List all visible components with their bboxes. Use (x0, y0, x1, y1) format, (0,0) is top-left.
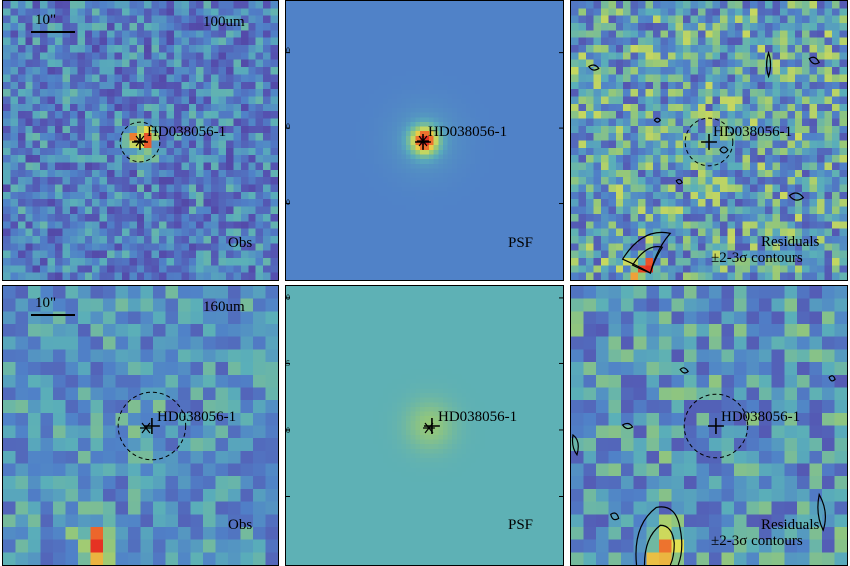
source-star-marker (423, 422, 435, 434)
psf-tick-20: 20 (286, 122, 290, 131)
panel-residual-100um: HD038056-1 Residuals ±2-3σ contours (570, 0, 848, 281)
source-label: HD038056-1 (721, 409, 801, 425)
panel-residual-160um: HD038056-1 Residuals ±2-3σ contours (570, 285, 848, 566)
psf-tick-20: 20 (286, 293, 290, 302)
source-label: HD038056-1 (147, 124, 227, 140)
source-cross-marker (143, 418, 160, 434)
panel-psf-160um: 20 15 10 5 HD038056-1 PSF (285, 285, 564, 566)
source-cross-marker (132, 134, 148, 150)
psf-tick-10: 10 (286, 426, 290, 435)
source-cross-marker (701, 134, 717, 150)
residual-160um-overlay (571, 367, 836, 565)
source-label: HD038056-1 (157, 409, 237, 425)
residuals-label: Residuals (761, 517, 820, 533)
psf-tick-10: 10 (286, 198, 290, 207)
residual-100um-overlay (588, 50, 820, 274)
aperture-circle (117, 391, 187, 461)
obs-100um-overlay (119, 121, 161, 163)
panel-obs-160um: 10" 160um HD038056-1 Obs (2, 285, 279, 566)
psf-160um-overlay (286, 297, 563, 497)
scale-line (31, 31, 75, 33)
panel-psf-100um: 30 20 10 HD038056-1 PSF (285, 0, 564, 281)
source-label: HD038056-1 (713, 124, 793, 140)
psf-tick-5: 5 (285, 494, 286, 502)
obs-label: Obs (228, 517, 253, 533)
contours-label: ±2-3σ contours (711, 250, 803, 266)
scale-label: 10" (35, 295, 57, 311)
residual-contours (588, 50, 820, 274)
source-star-marker (134, 135, 146, 147)
scale-label: 10" (35, 12, 57, 28)
psf-axis-ticks (286, 52, 563, 205)
source-label: HD038056-1 (438, 409, 518, 425)
psf-label: PSF (508, 517, 534, 533)
source-star-marker (417, 135, 429, 147)
scale-bar: 10" (31, 11, 81, 33)
aperture-circle (683, 393, 749, 459)
scale-bar: 10" (31, 294, 81, 316)
psf-axis-ticks (286, 297, 563, 497)
psf-tick-15: 15 (286, 359, 290, 368)
aperture-circle (684, 117, 734, 167)
psf-tick-30: 30 (286, 46, 290, 55)
residuals-label: Residuals (761, 234, 820, 250)
psf-label: PSF (508, 235, 534, 251)
band-label: 100um (203, 14, 245, 30)
contours-label: ±2-3σ contours (711, 533, 803, 549)
source-cross-marker (415, 134, 431, 150)
source-label: HD038056-1 (428, 124, 508, 140)
residual-contours (571, 367, 836, 565)
source-star-marker (140, 422, 152, 434)
psf-100um-overlay (286, 52, 563, 205)
scale-line (31, 314, 75, 316)
panel-obs-100um: 10" 100um HD038056-1 Obs (2, 0, 279, 281)
aperture-circle (119, 121, 161, 163)
obs-160um-image (3, 286, 278, 565)
source-cross-marker (708, 418, 724, 434)
band-label: 160um (203, 299, 245, 315)
obs-160um-overlay (117, 391, 187, 461)
obs-label: Obs (228, 235, 253, 251)
